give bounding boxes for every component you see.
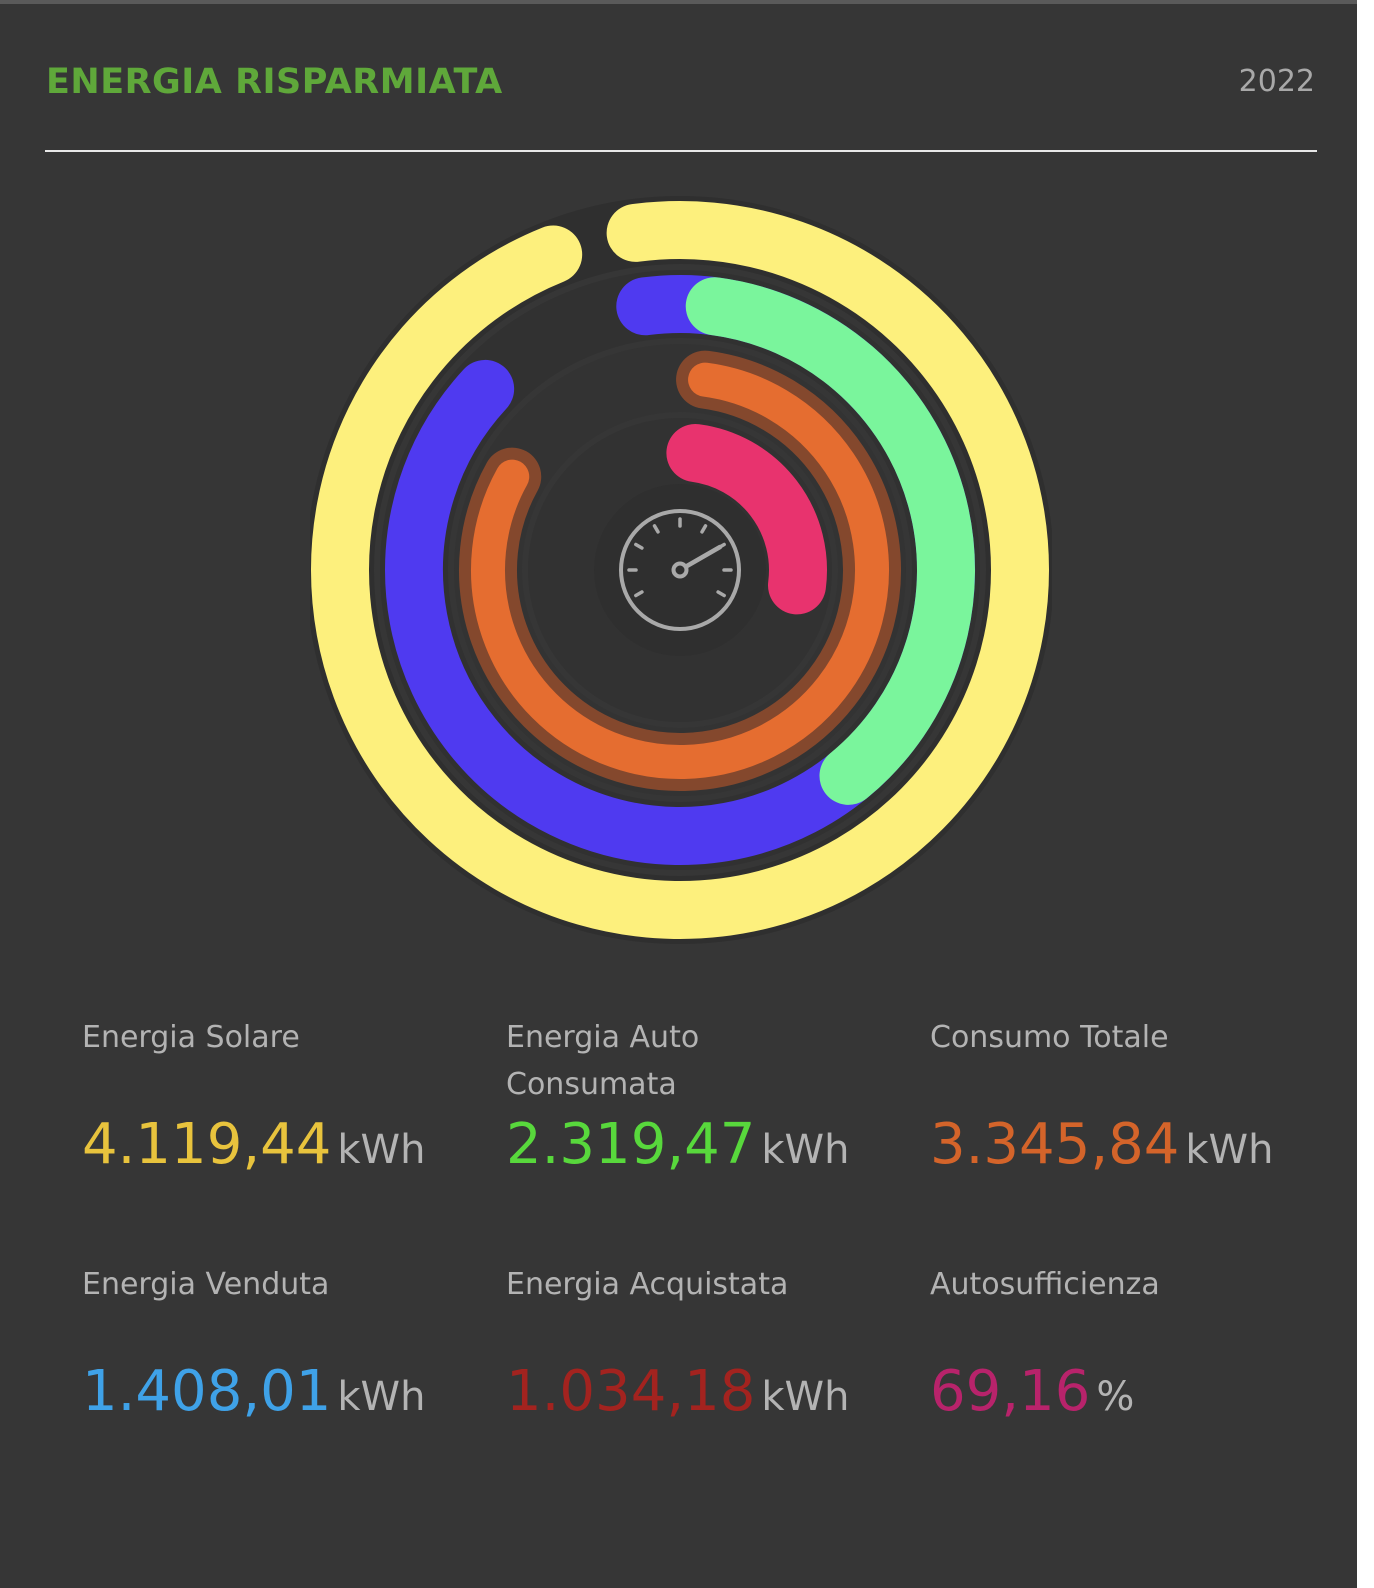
stat-label: Energia Solare — [82, 1020, 300, 1055]
stat-energia-acquistata: Energia Acquistata 1.034,18 kWh — [506, 1261, 926, 1424]
stat-value: 2.319,47 — [506, 1112, 756, 1177]
gauge-tick — [634, 590, 644, 598]
stat-label: Energia Venduta — [82, 1267, 330, 1302]
stat-unit: kWh — [761, 1374, 850, 1420]
stat-value-row: 4.119,44 kWh — [82, 1112, 425, 1177]
header-divider — [45, 150, 1317, 152]
stat-value: 3.345,84 — [930, 1112, 1180, 1177]
stat-label: Energia Auto — [506, 1020, 700, 1055]
stat-autosufficienza: Autosufficienza 69,16% — [930, 1261, 1350, 1424]
stat-value: 4.119,44 — [82, 1112, 332, 1177]
scrollbar-gutter — [1357, 0, 1374, 1588]
speedometer-icon — [594, 484, 766, 656]
stat-unit: kWh — [1185, 1127, 1274, 1173]
stat-value-row: 2.319,47 kWh — [506, 1112, 849, 1177]
stat-value: 1.034,18 — [506, 1359, 756, 1424]
stat-label-line2: Consumata — [506, 1067, 677, 1102]
ring-arc-consumo-totale — [471, 362, 889, 779]
gauge-tick — [652, 524, 660, 534]
stat-value: 69,16 — [930, 1359, 1091, 1424]
stat-unit: kWh — [337, 1374, 426, 1420]
energy-rings-chart — [310, 196, 1052, 944]
stat-energia-venduta: Energia Venduta 1.408,01 kWh — [82, 1261, 502, 1424]
stat-value-row: 1.408,01 kWh — [82, 1359, 425, 1424]
stat-value-row: 3.345,84 kWh — [930, 1112, 1273, 1177]
stat-label: Autosufficienza — [930, 1267, 1160, 1302]
gauge-tick — [716, 590, 726, 598]
ring-arc-energia-auto-consumata — [685, 277, 975, 805]
ring-arc-autosufficienza — [666, 424, 827, 615]
stat-energia-solare: Energia Solare 4.119,44 kWh — [82, 1014, 502, 1177]
card-title: ENERGIA RISPARMIATA — [46, 62, 503, 102]
window-top-border — [0, 0, 1357, 4]
stat-label: Consumo Totale — [930, 1020, 1169, 1055]
gauge-tick — [634, 542, 644, 550]
stat-unit: % — [1096, 1374, 1135, 1420]
stat-consumo-totale: Consumo Totale 3.345,84 kWh — [930, 1014, 1350, 1177]
gauge-tick — [700, 524, 708, 534]
stat-value-row: 69,16% — [930, 1359, 1134, 1424]
stat-unit: kWh — [761, 1127, 850, 1173]
ring-arc-energia-solare — [311, 201, 1049, 939]
stat-value: 1.408,01 — [82, 1359, 332, 1424]
year-label: 2022 — [1238, 64, 1315, 99]
stat-value-row: 1.034,18 kWh — [506, 1359, 849, 1424]
stat-label: Energia Acquistata — [506, 1267, 789, 1302]
stat-energia-auto-consumata: Energia Auto Consumata 2.319,47 kWh — [506, 1014, 926, 1177]
energy-card: ENERGIA RISPARMIATA 2022 Energia Solare … — [0, 4, 1357, 1588]
stat-unit: kWh — [337, 1127, 426, 1173]
